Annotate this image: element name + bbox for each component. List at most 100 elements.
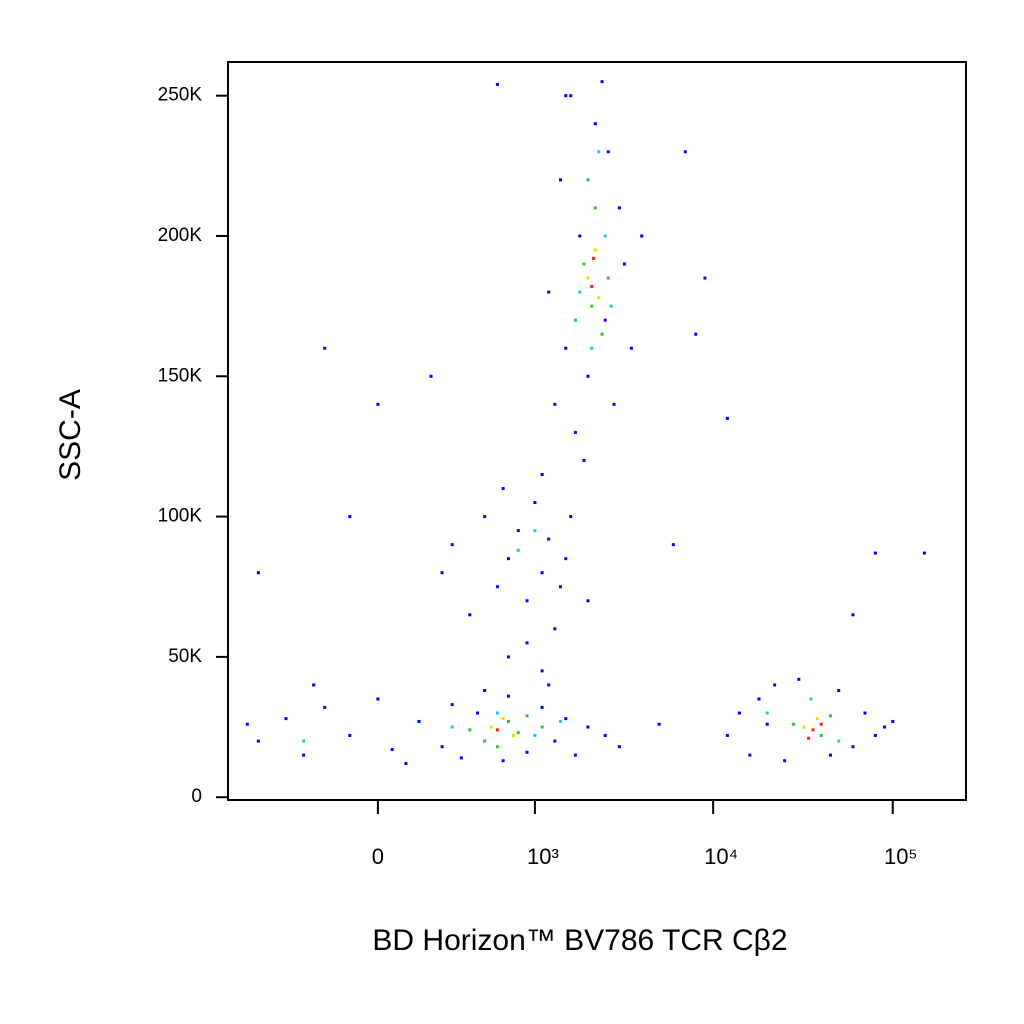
point xyxy=(476,711,480,715)
point xyxy=(797,677,801,681)
point xyxy=(811,728,815,732)
point xyxy=(783,759,787,763)
point xyxy=(564,94,568,98)
point xyxy=(483,689,487,693)
point xyxy=(590,346,594,350)
point xyxy=(873,551,877,555)
point xyxy=(600,332,604,336)
point xyxy=(807,736,811,740)
point xyxy=(657,722,661,726)
point xyxy=(703,276,707,280)
point xyxy=(516,529,520,533)
point xyxy=(390,747,394,751)
point xyxy=(573,430,577,434)
x-tick-label: 10³ xyxy=(527,844,559,869)
point xyxy=(516,731,520,735)
point xyxy=(506,719,510,723)
point xyxy=(553,627,557,631)
point xyxy=(573,753,577,757)
point xyxy=(495,745,499,749)
point xyxy=(533,529,537,533)
point xyxy=(506,655,510,659)
point xyxy=(609,304,613,308)
point xyxy=(748,753,752,757)
point xyxy=(617,745,621,749)
point xyxy=(837,689,841,693)
point xyxy=(573,318,577,322)
point xyxy=(612,402,616,406)
point xyxy=(540,725,544,729)
point xyxy=(597,296,601,300)
point xyxy=(873,733,877,737)
point xyxy=(603,234,607,238)
point xyxy=(323,346,327,350)
point xyxy=(765,711,769,715)
point xyxy=(815,717,819,721)
point xyxy=(256,571,260,575)
point xyxy=(586,276,590,280)
plot-frame xyxy=(227,61,967,801)
point xyxy=(593,122,597,126)
point xyxy=(593,248,597,252)
point xyxy=(558,719,562,723)
point xyxy=(459,756,463,760)
point xyxy=(489,725,493,729)
point xyxy=(525,714,529,718)
point xyxy=(256,739,260,743)
point xyxy=(558,178,562,182)
point xyxy=(640,234,644,238)
point xyxy=(302,739,306,743)
point xyxy=(569,94,573,98)
point xyxy=(592,256,596,260)
point xyxy=(495,585,499,589)
point xyxy=(506,694,510,698)
point xyxy=(525,750,529,754)
point xyxy=(828,753,832,757)
point xyxy=(440,745,444,749)
point xyxy=(417,719,421,723)
point xyxy=(851,613,855,617)
point xyxy=(725,416,729,420)
point xyxy=(376,697,380,701)
point xyxy=(757,697,761,701)
point xyxy=(533,501,537,505)
point xyxy=(819,722,823,726)
point xyxy=(348,733,352,737)
point xyxy=(495,82,499,86)
point xyxy=(348,515,352,519)
point xyxy=(837,739,841,743)
point xyxy=(622,262,626,266)
point xyxy=(819,733,823,737)
point xyxy=(791,722,795,726)
point xyxy=(284,717,288,721)
y-tick-label: 100K xyxy=(158,506,203,527)
point xyxy=(547,537,551,541)
point xyxy=(501,717,505,721)
point xyxy=(773,683,777,687)
point xyxy=(533,733,537,737)
point xyxy=(540,472,544,476)
y-tick-label: 200K xyxy=(158,225,203,246)
point xyxy=(540,669,544,673)
point xyxy=(851,745,855,749)
point xyxy=(547,290,551,294)
point xyxy=(578,290,582,294)
point xyxy=(483,739,487,743)
point xyxy=(450,725,454,729)
point xyxy=(725,733,729,737)
point xyxy=(540,705,544,709)
point xyxy=(597,150,601,154)
point xyxy=(586,725,590,729)
point xyxy=(883,725,887,729)
point xyxy=(512,733,516,737)
point xyxy=(606,150,610,154)
point xyxy=(590,304,594,308)
point xyxy=(404,762,408,766)
point xyxy=(582,458,586,462)
x-tick-label: 0 xyxy=(372,844,384,869)
point xyxy=(593,206,597,210)
point xyxy=(525,599,529,603)
point xyxy=(525,641,529,645)
point xyxy=(603,318,607,322)
